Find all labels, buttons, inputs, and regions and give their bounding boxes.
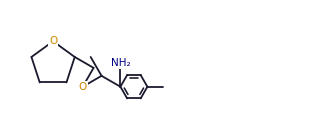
Text: NH₂: NH₂ — [110, 58, 130, 68]
Text: O: O — [49, 36, 57, 46]
Text: O: O — [79, 82, 87, 92]
Text: O: O — [49, 35, 57, 45]
